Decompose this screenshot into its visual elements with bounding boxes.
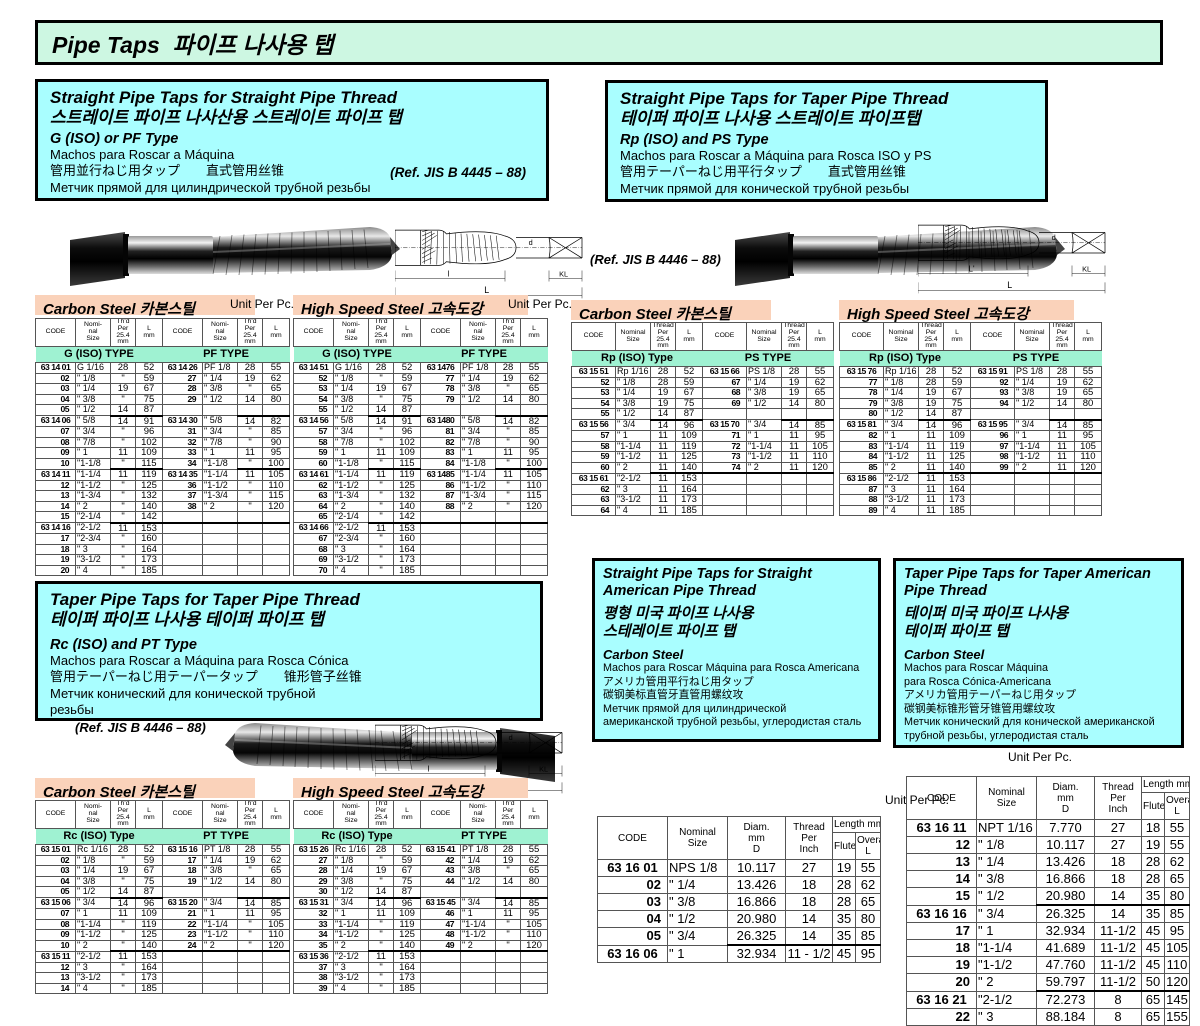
svg-text:L': L' — [969, 264, 975, 273]
svg-text:l: l — [428, 764, 430, 773]
svg-text:d: d — [529, 238, 533, 247]
svg-text:L: L — [1007, 280, 1012, 290]
svg-text:d: d — [509, 733, 513, 742]
svg-text:KL: KL — [559, 269, 568, 278]
svg-text:KL: KL — [539, 764, 548, 773]
svg-text:l: l — [448, 269, 450, 278]
svg-text:KL: KL — [1082, 264, 1091, 273]
svg-text:d: d — [1052, 233, 1056, 242]
svg-text:L: L — [484, 285, 489, 295]
